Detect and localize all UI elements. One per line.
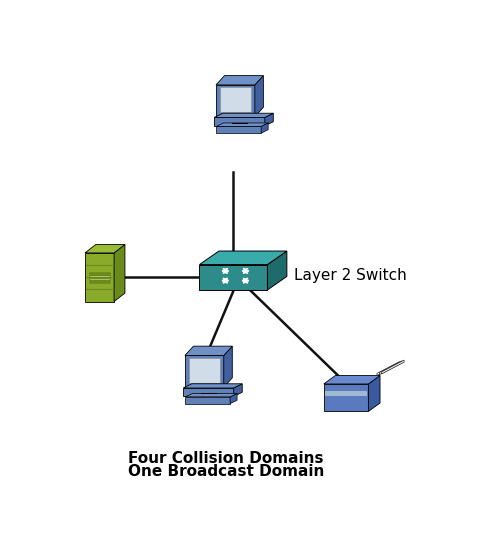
Bar (189, 357, 220, 383)
Polygon shape (379, 361, 402, 375)
Polygon shape (268, 251, 287, 290)
Polygon shape (183, 384, 242, 388)
Bar (216, 85, 255, 116)
Bar (89, 272, 110, 283)
Bar (325, 391, 367, 396)
Polygon shape (199, 251, 287, 265)
Polygon shape (265, 113, 274, 126)
Polygon shape (377, 362, 399, 376)
Polygon shape (185, 394, 237, 397)
Bar (220, 87, 251, 113)
Bar (85, 253, 114, 301)
Bar (324, 384, 368, 411)
Text: Four Collision Domains: Four Collision Domains (128, 451, 324, 466)
Polygon shape (214, 113, 274, 117)
Polygon shape (230, 394, 237, 404)
Polygon shape (216, 123, 268, 126)
Bar (199, 265, 268, 290)
Polygon shape (114, 244, 125, 301)
Bar (214, 117, 265, 126)
Text: Layer 2 Switch: Layer 2 Switch (294, 267, 406, 283)
Polygon shape (224, 346, 232, 387)
Polygon shape (233, 384, 242, 396)
Text: One Broadcast Domain: One Broadcast Domain (128, 464, 324, 479)
Bar (183, 388, 233, 396)
Bar (216, 126, 261, 133)
Bar (185, 397, 230, 404)
Polygon shape (185, 346, 232, 355)
Polygon shape (261, 123, 268, 133)
Polygon shape (324, 376, 380, 384)
Polygon shape (255, 76, 264, 116)
Bar (185, 355, 224, 387)
Polygon shape (85, 244, 125, 253)
Polygon shape (216, 76, 264, 85)
Polygon shape (382, 360, 404, 374)
Polygon shape (368, 376, 380, 411)
